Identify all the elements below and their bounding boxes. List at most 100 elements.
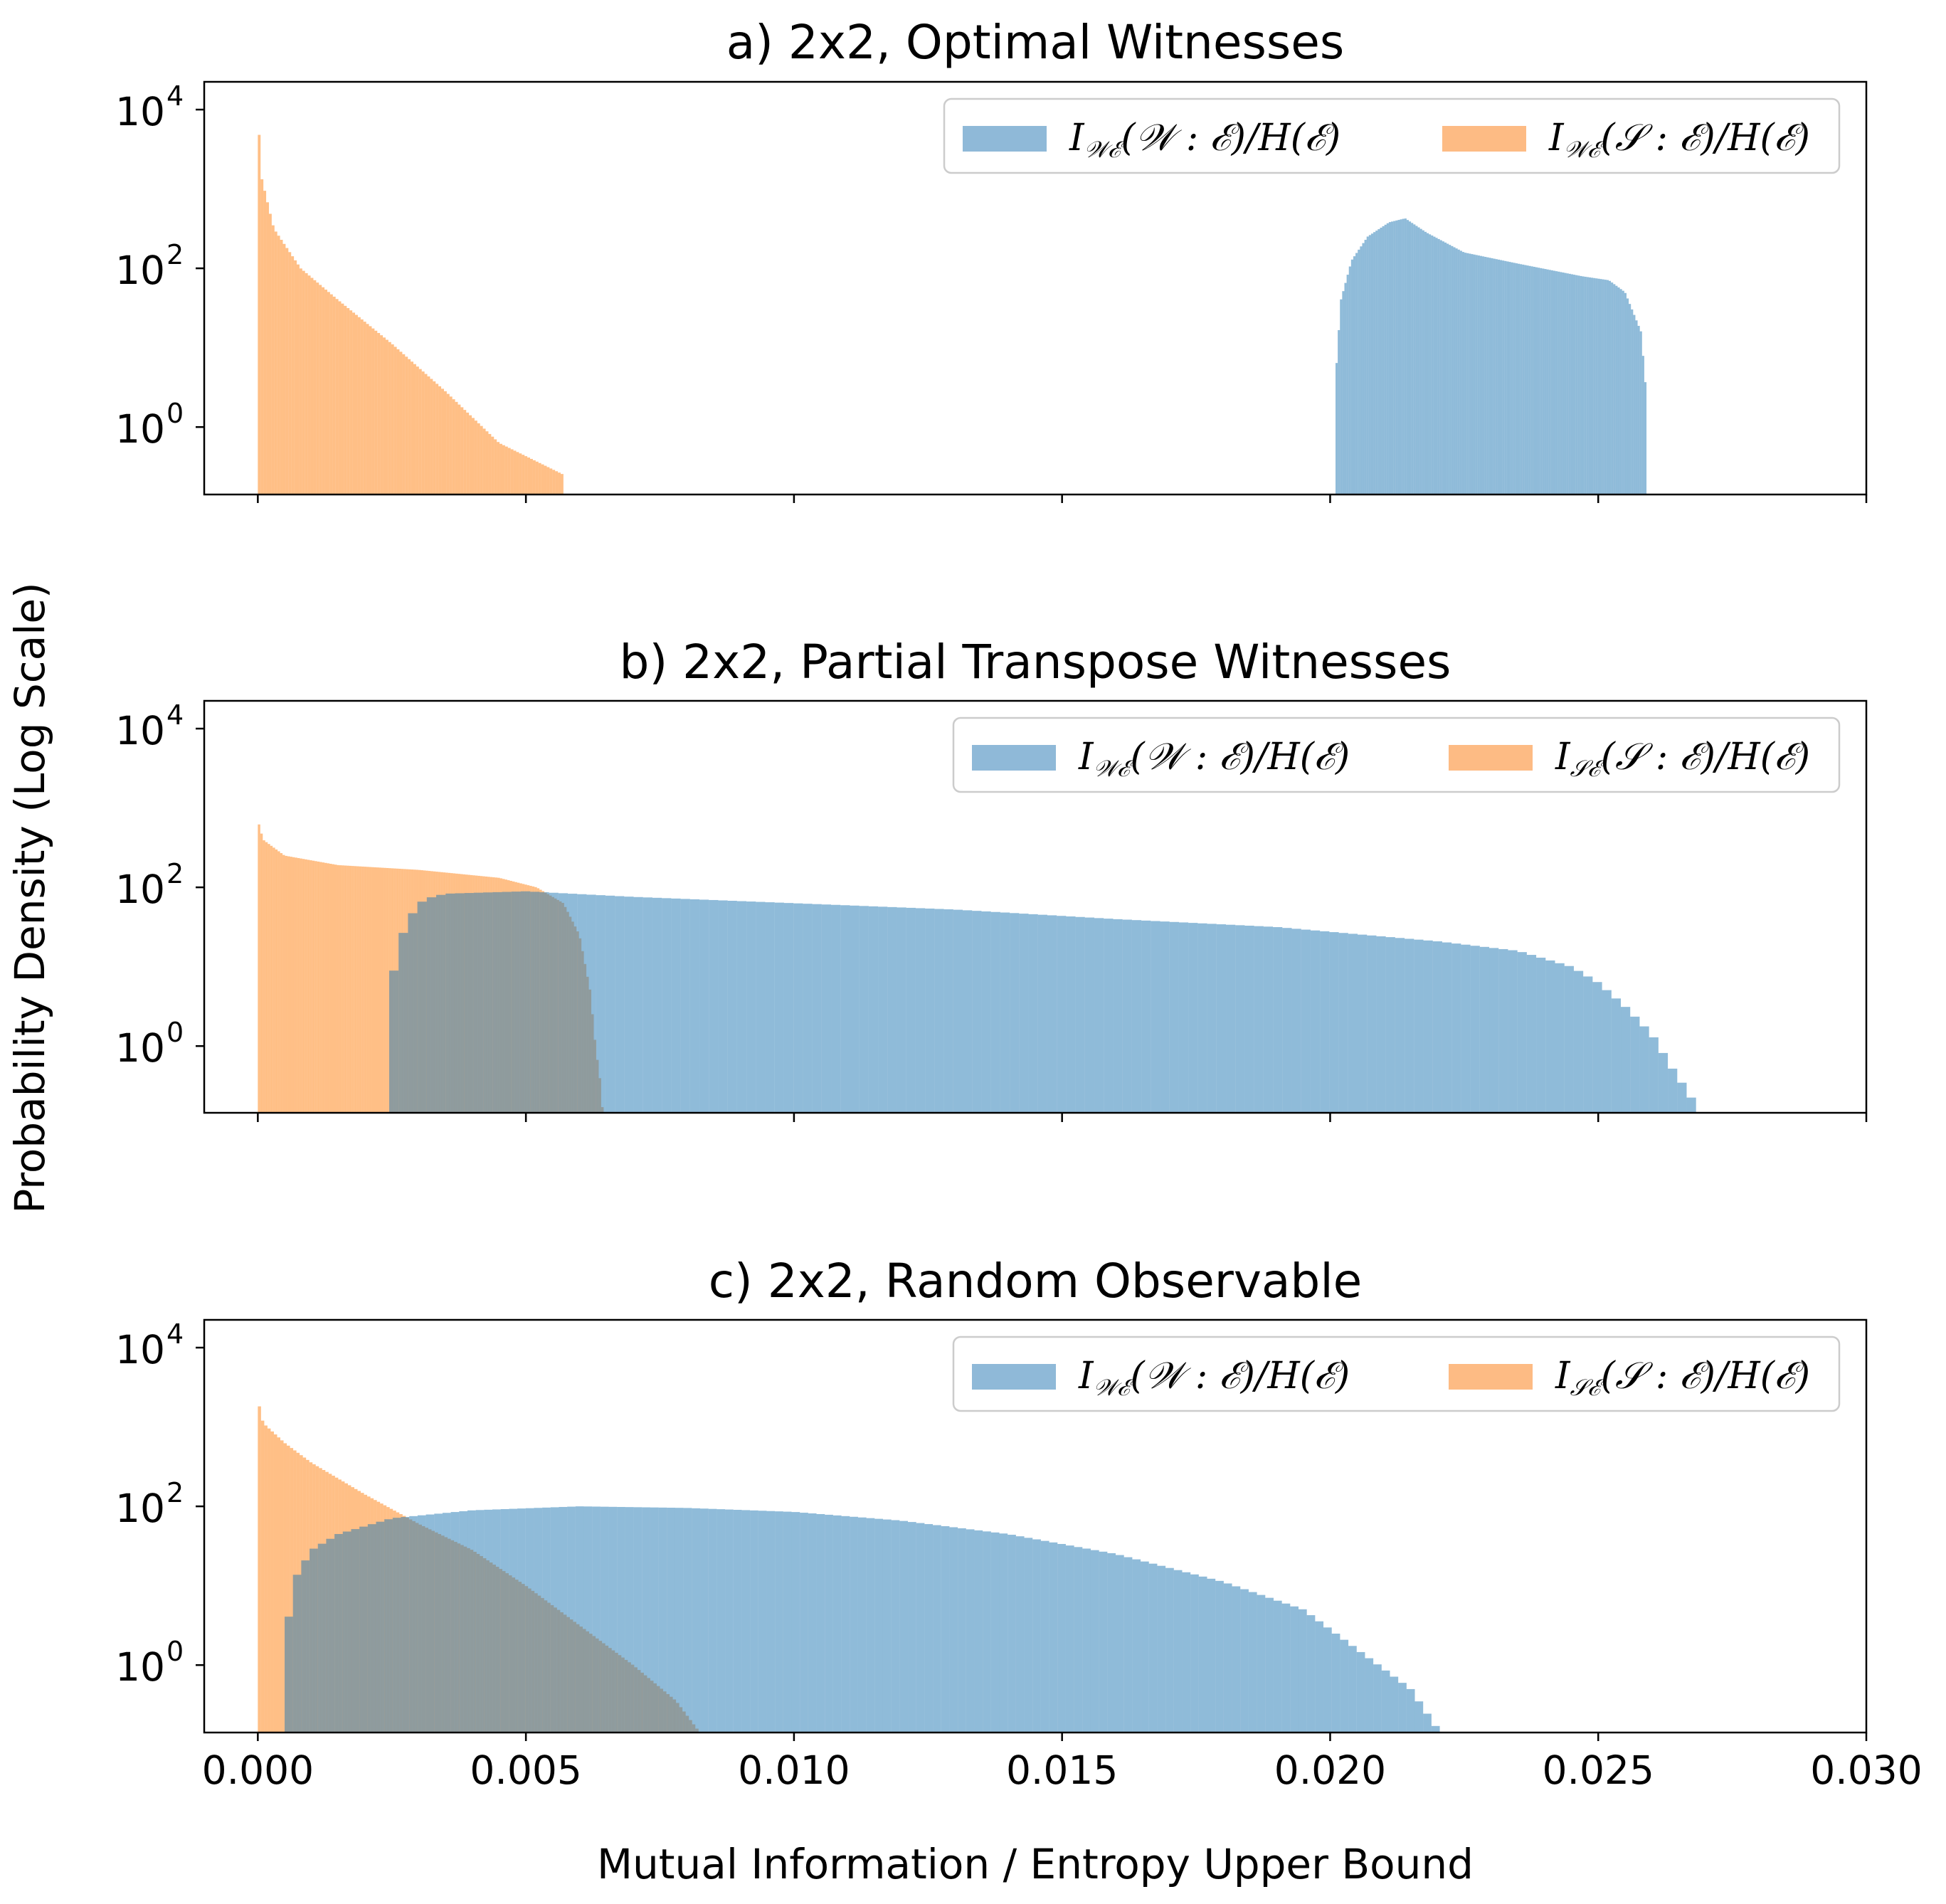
blue-histogram-bar bbox=[1409, 221, 1412, 494]
blue-histogram-bar bbox=[1310, 930, 1321, 1114]
x-axis-label: Mutual Information / Entropy Upper Bound bbox=[597, 1840, 1474, 1888]
blue-histogram-bar bbox=[1555, 271, 1558, 494]
blue-histogram-bar bbox=[549, 892, 559, 1114]
orange-histogram-bar bbox=[297, 857, 300, 1114]
panel-b-x-ticks bbox=[257, 1114, 1868, 1122]
blue-histogram-bar bbox=[692, 1508, 701, 1733]
blue-histogram-bar bbox=[398, 933, 408, 1114]
orange-histogram-bar bbox=[393, 347, 397, 494]
blue-histogram-bar bbox=[1338, 933, 1348, 1114]
blue-histogram-bar bbox=[1368, 235, 1371, 494]
blue-histogram-bar bbox=[1595, 278, 1598, 494]
blue-histogram-bar bbox=[831, 904, 841, 1114]
blue-histogram-bar bbox=[1331, 1634, 1340, 1733]
blue-histogram-bar bbox=[1475, 255, 1478, 494]
orange-histogram-bar bbox=[285, 248, 289, 494]
blue-histogram-bar bbox=[326, 1538, 335, 1733]
blue-histogram-bar bbox=[558, 893, 569, 1114]
orange-histogram-bar bbox=[418, 369, 422, 494]
x-tick-labels: 0.000 0.005 0.010 0.015 0.020 0.025 0.030 bbox=[202, 1747, 1923, 1793]
x-tick-label: 0.005 bbox=[470, 1747, 581, 1793]
blue-histogram-bar bbox=[1090, 1550, 1099, 1733]
blue-histogram-bar bbox=[425, 1514, 435, 1733]
x-tick-label: 0.000 bbox=[202, 1747, 314, 1793]
blue-histogram-bar bbox=[525, 1508, 534, 1733]
orange-histogram-bar bbox=[335, 299, 339, 494]
blue-legend-swatch bbox=[972, 745, 1056, 771]
blue-histogram-bar bbox=[475, 1510, 485, 1733]
orange-histogram-bar bbox=[474, 421, 477, 494]
blue-histogram-bar bbox=[1358, 934, 1368, 1114]
blue-histogram-bar bbox=[1566, 273, 1569, 494]
orange-histogram-bar bbox=[497, 442, 500, 494]
blue-histogram-bar bbox=[1281, 1603, 1291, 1733]
blue-histogram-bar bbox=[1562, 273, 1565, 494]
orange-histogram-bar bbox=[446, 393, 450, 494]
blue-histogram-bar bbox=[1122, 919, 1132, 1114]
blue-histogram-bar bbox=[727, 901, 737, 1114]
blue-histogram-bar bbox=[511, 892, 521, 1114]
orange-histogram-bar bbox=[264, 1425, 268, 1733]
blue-histogram-bar bbox=[1508, 950, 1518, 1114]
panel-b-bars bbox=[258, 824, 1696, 1114]
blue-histogram-bar bbox=[473, 892, 484, 1114]
orange-histogram-bar bbox=[443, 391, 447, 494]
blue-histogram-bar bbox=[1265, 1597, 1274, 1733]
blue-histogram-bar bbox=[859, 906, 869, 1114]
orange-histogram-bar bbox=[494, 439, 497, 494]
blue-histogram-bar bbox=[897, 907, 906, 1114]
orange-histogram-bar bbox=[290, 857, 292, 1114]
blue-histogram-bar bbox=[1608, 280, 1612, 494]
blue-histogram-bar bbox=[1000, 912, 1010, 1114]
blue-histogram-bar bbox=[1335, 363, 1338, 494]
panel-a-bars bbox=[258, 134, 1647, 494]
orange-histogram-bar bbox=[324, 862, 327, 1114]
blue-histogram-bar bbox=[949, 1527, 958, 1733]
orange-histogram-bar bbox=[305, 273, 308, 494]
blue-histogram-bar bbox=[426, 897, 437, 1114]
blue-histogram-bar bbox=[1008, 1535, 1016, 1733]
blue-histogram-bar bbox=[1282, 928, 1292, 1114]
blue-histogram-bar bbox=[334, 1533, 343, 1733]
orange-histogram-bar bbox=[558, 472, 561, 494]
orange-legend-label: I𝒮ℰ(𝒮 : ℰ)/H(ℰ) bbox=[1555, 736, 1810, 782]
blue-histogram-bar bbox=[1356, 1651, 1365, 1733]
blue-histogram-bar bbox=[1580, 275, 1582, 494]
orange-histogram-bar bbox=[317, 861, 320, 1114]
blue-histogram-bar bbox=[1411, 223, 1414, 494]
orange-histogram-bar bbox=[270, 845, 273, 1114]
orange-histogram-bar bbox=[376, 867, 379, 1114]
orange-histogram-bar bbox=[480, 425, 483, 494]
blue-histogram-bar bbox=[1094, 918, 1104, 1114]
orange-histogram-bar bbox=[538, 462, 541, 494]
orange-histogram-bar bbox=[458, 404, 461, 494]
orange-histogram-bar bbox=[277, 236, 280, 494]
blue-histogram-bar bbox=[1037, 914, 1047, 1114]
orange-histogram-bar bbox=[312, 860, 315, 1114]
orange-histogram-bar bbox=[299, 268, 302, 494]
blue-histogram-bar bbox=[285, 1617, 293, 1733]
blue-histogram-bar bbox=[1395, 220, 1398, 494]
orange-histogram-bar bbox=[524, 456, 528, 494]
orange-histogram-bar bbox=[560, 474, 564, 494]
panel-c-frame bbox=[203, 1318, 1868, 1734]
blue-histogram-bar bbox=[1545, 960, 1555, 1114]
orange-histogram-bar bbox=[369, 326, 372, 494]
blue-histogram-bar bbox=[1423, 1713, 1432, 1733]
blue-histogram-bar bbox=[891, 1520, 900, 1733]
blue-histogram-bar bbox=[492, 1509, 501, 1733]
blue-histogram-bar bbox=[774, 902, 784, 1114]
orange-histogram-bar bbox=[258, 134, 261, 494]
blue-histogram-bar bbox=[1148, 1563, 1158, 1733]
blue-histogram-bar bbox=[1437, 238, 1440, 494]
blue-histogram-bar bbox=[981, 911, 991, 1114]
blue-histogram-bar bbox=[906, 907, 916, 1114]
orange-histogram-bar bbox=[552, 470, 556, 494]
blue-histogram-bar bbox=[577, 894, 587, 1114]
x-tick-label: 0.025 bbox=[1542, 1747, 1654, 1793]
blue-histogram-bar bbox=[1381, 1670, 1390, 1733]
blue-histogram-bar bbox=[1536, 957, 1546, 1114]
y-tick-label: 10 bbox=[115, 1486, 165, 1531]
orange-histogram-bar bbox=[322, 862, 325, 1114]
